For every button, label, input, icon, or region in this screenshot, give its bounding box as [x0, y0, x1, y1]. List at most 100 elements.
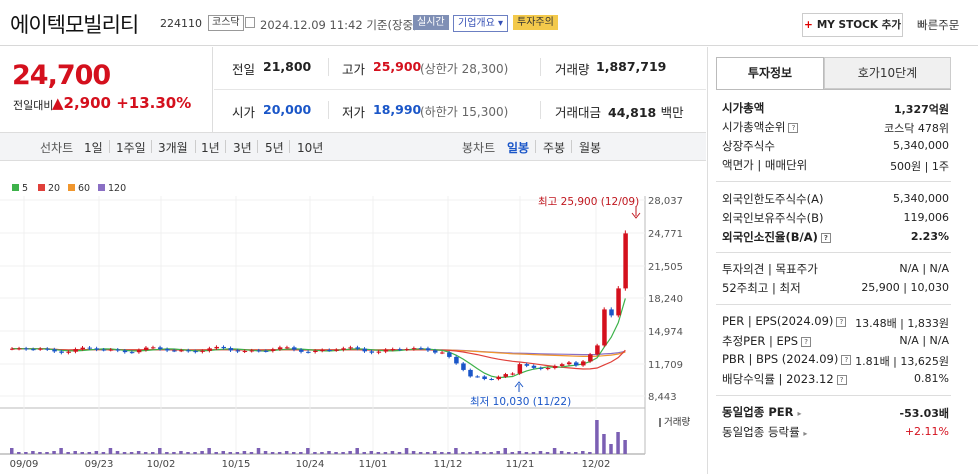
- volume-bar: [609, 444, 613, 454]
- company-overview-button[interactable]: 기업개요 ▾: [453, 15, 509, 32]
- volume-bar: [207, 448, 211, 454]
- min-annotation: 최저 10,030 (11/22): [470, 396, 572, 408]
- volume-bar: [468, 452, 472, 454]
- volume-bar: [24, 452, 28, 454]
- candle: [362, 348, 367, 352]
- candle: [425, 348, 431, 351]
- datetime: 2024.12.09 11:42 기준(장중): [260, 18, 418, 32]
- volume-bar: [461, 452, 465, 454]
- x-tick-label: 09/23: [85, 459, 114, 470]
- candle: [545, 368, 551, 370]
- period-1w[interactable]: 1주일: [116, 141, 146, 155]
- candle: [468, 369, 473, 377]
- volume-bar: [115, 451, 120, 454]
- stock-code: 224110: [160, 17, 202, 30]
- candle: [595, 345, 600, 355]
- x-tick-label: 12/02: [582, 459, 611, 470]
- candle: [45, 348, 50, 350]
- volume-bar: [214, 452, 218, 454]
- volume-bar: [38, 452, 42, 454]
- par-value-value: 500원 | 1주: [890, 160, 949, 173]
- candle: [228, 348, 234, 351]
- chart-toolbar: [0, 132, 706, 161]
- help-icon[interactable]: ?: [820, 232, 831, 243]
- volume-bar: [165, 452, 169, 454]
- per-label: PER | EPS(2024.09)?: [722, 314, 847, 328]
- tab-investment-info[interactable]: 투자정보: [716, 57, 824, 89]
- candle: [503, 374, 508, 377]
- stock-chart[interactable]: 28,037 24,771 21,505 18,240 14,974 11,709 8,44…: [0, 192, 706, 474]
- candle: [263, 350, 269, 352]
- volume-bar: [440, 452, 444, 454]
- period-5y[interactable]: 5년: [265, 141, 284, 155]
- stock-name: 에이텍모빌리티: [10, 13, 139, 37]
- volume-bar: [122, 452, 127, 454]
- volume-bar: [299, 452, 303, 454]
- period-3y[interactable]: 3년: [233, 141, 252, 155]
- candle: [151, 347, 156, 349]
- y-tick-label: 24,771: [648, 229, 683, 240]
- listed-shares-value: 5,340,000: [893, 139, 949, 152]
- x-tick-label: 10/15: [222, 459, 251, 470]
- help-icon[interactable]: ?: [788, 122, 799, 133]
- volume-bar: [447, 452, 451, 454]
- volume-bar: [397, 452, 402, 454]
- lower-limit: (하한가 15,300): [420, 105, 509, 119]
- separator: [328, 58, 329, 76]
- y-tick-label: 21,505: [648, 262, 683, 273]
- period-1d[interactable]: 1일: [84, 141, 103, 155]
- tab-daily[interactable]: 일봉: [507, 141, 530, 155]
- chevron-down-icon: ▾: [498, 18, 504, 29]
- candle: [24, 348, 29, 350]
- period-3m[interactable]: 3개월: [158, 141, 188, 155]
- help-icon[interactable]: ?: [836, 316, 847, 327]
- add-my-stock-button[interactable]: + MY STOCK 추가: [802, 13, 903, 37]
- candle: [207, 348, 212, 351]
- volume-bar: [595, 420, 599, 454]
- volume-bar: [151, 452, 155, 454]
- volume-bar: [31, 451, 35, 454]
- listed-shares-label: 상장주식수: [722, 139, 775, 153]
- volume-bar: [235, 452, 240, 454]
- dividend-label: 배당수익률 | 2023.12?: [722, 371, 847, 387]
- candle: [581, 361, 586, 366]
- candle: [390, 349, 396, 351]
- period-10y[interactable]: 10년: [297, 141, 324, 155]
- volume-bar: [341, 452, 345, 454]
- candle: [73, 349, 78, 352]
- volume-bar: [433, 451, 437, 454]
- opinion-label: 투자의견 | 목표주가: [722, 262, 818, 276]
- help-icon[interactable]: ?: [836, 374, 847, 385]
- tab-monthly[interactable]: 월봉: [579, 141, 602, 155]
- candle: [327, 350, 332, 352]
- open-value: 20,000: [263, 102, 312, 117]
- candles: [10, 230, 628, 381]
- volume-bar: [496, 451, 500, 454]
- quick-order-link[interactable]: 빠른주문: [917, 18, 960, 32]
- x-tick-label: 11/12: [434, 459, 463, 470]
- volume-bar: [623, 440, 627, 454]
- realtime-badge[interactable]: 실시간: [413, 15, 449, 30]
- volume-bar: [136, 451, 141, 454]
- candle: [143, 347, 149, 351]
- divider: [716, 252, 951, 253]
- candle: [397, 349, 403, 351]
- volume-bar: [552, 448, 557, 454]
- period-1y[interactable]: 1년: [201, 141, 220, 155]
- separator: [535, 140, 536, 153]
- est-per-value: N/A | N/A: [899, 334, 949, 347]
- candle: [193, 351, 198, 353]
- candle: [249, 350, 255, 352]
- tab-weekly[interactable]: 주봉: [543, 141, 566, 155]
- help-icon[interactable]: ?: [841, 354, 852, 365]
- candle: [623, 233, 628, 289]
- candle: [313, 350, 318, 352]
- volume-bar: [503, 448, 507, 454]
- help-icon[interactable]: ?: [801, 336, 812, 347]
- caret-icon: ▸: [797, 409, 802, 418]
- candle: [129, 352, 135, 354]
- candle: [59, 351, 64, 353]
- legend-ma5: 5: [12, 183, 28, 194]
- tab-order-book[interactable]: 호가10단계: [824, 57, 951, 89]
- separator: [540, 101, 541, 119]
